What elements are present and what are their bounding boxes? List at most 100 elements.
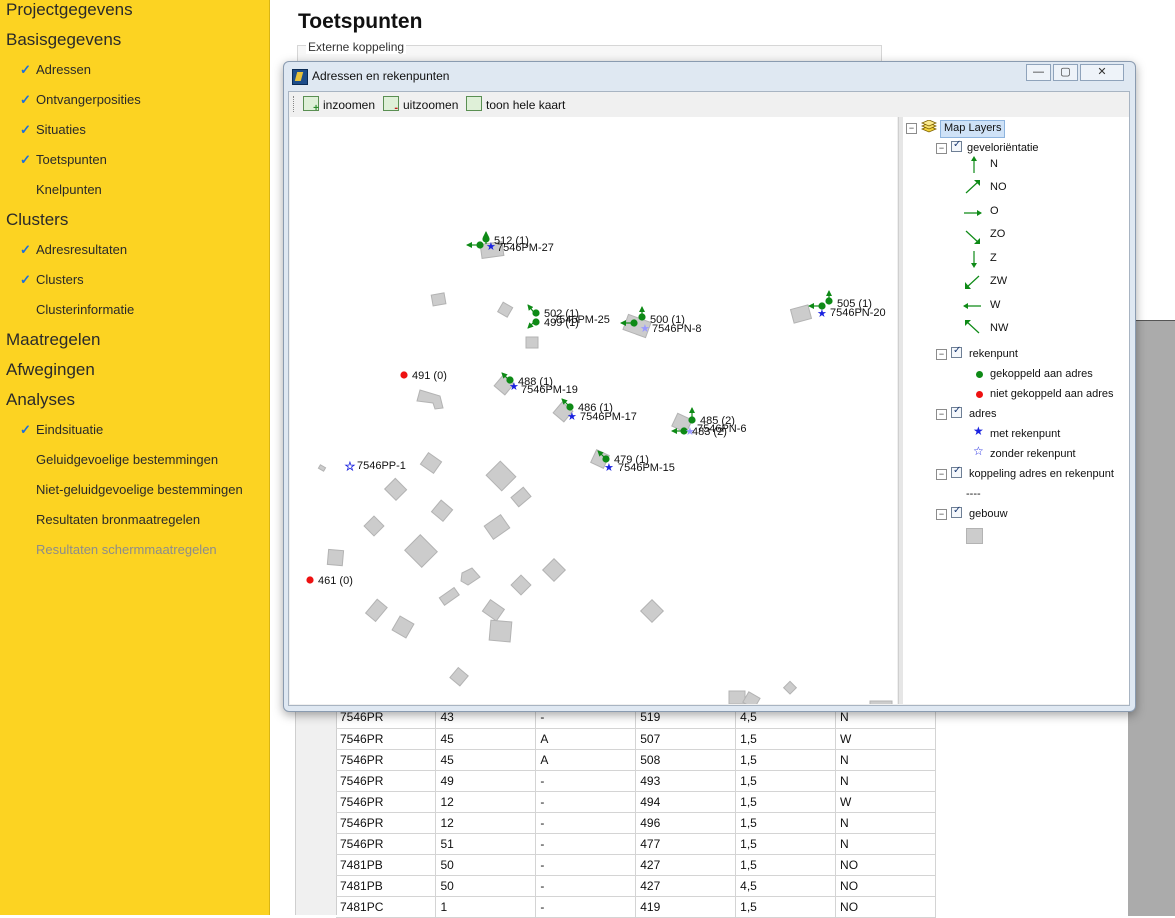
minimize-button[interactable]: — [1026,64,1051,81]
link-layer-checkbox[interactable] [951,465,962,478]
sidebar-item[interactable]: ✓ Adressen [20,62,91,77]
dialog-titlebar[interactable]: Adressen en rekenpunten — ▢ ✕ [284,62,1135,90]
calc-point[interactable] [482,235,490,243]
checkmark-icon: ✓ [20,92,31,107]
address-star-icon[interactable]: ★ [604,462,614,474]
calcpoint-layer-label: rekenpunt [969,348,1018,360]
map-canvas[interactable]: ★ ★ ★ ★ ★ ★ ★ ★ 512 (1) 7546PM-27 502 (1… [290,117,897,704]
sidebar-item[interactable]: Niet-geluidgevoelige bestemmingen [36,482,243,497]
zoom-out-label: uitzoomen [403,98,459,112]
building-layer-checkbox[interactable] [951,505,962,518]
results-table-area: 7546PR 43-519 4,5 N 7546PR 45 A 507 1,5 W 7546PR 45… [295,706,936,918]
address-star-icon[interactable]: ★ [640,323,650,335]
address-star-icon[interactable]: ★ [685,426,695,438]
table-row[interactable]: 7481PB 50-427 1,5 NO [336,854,936,876]
calc-point[interactable] [630,319,638,327]
calc-point-unlinked[interactable] [400,371,408,379]
splitter[interactable] [898,117,904,704]
sidebar-item-label: Geluidgevoelige bestemmingen [36,452,219,467]
address-layer-checkbox[interactable] [951,405,962,418]
zoom-out-button[interactable]: uitzoomen [383,96,459,114]
sidebar-item[interactable]: ✓ Ontvangerposities [20,92,141,107]
table-row[interactable]: 7481PC 1-419 1,5 NO [336,896,936,918]
sidebar-item[interactable]: ✓ Clusters [20,272,84,287]
table-cell: W [835,791,936,813]
table-row[interactable]: 7546PR 12-494 1,5 W [336,791,936,813]
collapse-calcpoint-icon[interactable]: − [936,349,947,360]
sidebar-item[interactable]: Resultaten bronmaatregelen [36,512,200,527]
building [430,499,454,522]
calc-point[interactable] [688,416,696,424]
sidebar-item[interactable]: ✓ Eindsituatie [20,422,103,437]
sidebar-item[interactable]: Clusterinformatie [36,302,134,317]
calc-point[interactable] [566,403,574,411]
building [364,598,388,623]
calc-point[interactable] [818,302,826,310]
table-cell: N [835,770,936,792]
sidebar-section[interactable]: Basisgegevens [6,30,121,50]
sidebar-item-label: Analyses [6,390,75,409]
collapse-address-icon[interactable]: − [936,409,947,420]
collapse-orientation-icon[interactable]: − [936,143,947,154]
table-cell: 1,5 [735,728,837,750]
table-cell: 1,5 [735,854,837,876]
sidebar-section[interactable]: Projectgegevens [6,0,133,20]
table-cell: - [535,812,637,834]
table-row[interactable]: 7546PR 51-477 1,5 N [336,833,936,855]
table-row[interactable]: 7481PB 50-427 4,5 NO [336,875,936,897]
sidebar-item[interactable]: ✓ Situaties [20,122,86,137]
calc-point[interactable] [506,376,514,384]
calc-point[interactable] [476,241,484,249]
building [496,301,514,318]
navigation-sidebar: Projectgegevens Basisgegevens ✓ Adressen ✓ On… [0,0,270,915]
maximize-button[interactable]: ▢ [1053,64,1078,81]
table-row[interactable]: 7546PR 43-519 4,5 N [336,707,936,729]
collapse-building-icon[interactable]: − [936,509,947,520]
address-star-empty-icon[interactable]: ★ [345,461,356,474]
collapse-link-icon[interactable]: − [936,469,947,480]
address-star-icon[interactable]: ★ [509,381,519,393]
sidebar-item-label: Afwegingen [6,360,95,379]
table-cell: 519 [635,707,737,729]
sidebar-item[interactable]: ✓ Toetspunten [20,152,107,167]
sidebar-section[interactable]: Afwegingen [6,360,95,380]
table-row[interactable]: 7546PR 45 A 507 1,5 W [336,728,936,750]
zoom-in-button[interactable]: inzoomen [303,96,375,114]
table-cell: 45 [435,728,537,750]
address-star-icon[interactable]: ★ [486,241,496,253]
building [789,304,813,324]
calc-point[interactable] [532,309,540,317]
show-full-map-button[interactable]: toon hele kaart [466,96,565,112]
table-row[interactable]: 7546PR 45 A 508 1,5 N [336,749,936,771]
sidebar-item[interactable]: ✓ Adresresultaten [20,242,127,257]
address-star-icon[interactable]: ★ [567,411,577,423]
collapse-root-icon[interactable]: − [906,123,917,134]
sidebar-item[interactable]: Geluidgevoelige bestemmingen [36,452,218,467]
calc-point[interactable] [602,455,610,463]
toolbar-grip[interactable] [293,96,296,112]
sidebar-item[interactable]: Knelpunten [36,182,102,197]
calc-point[interactable] [825,297,833,305]
table-cell: 427 [635,854,737,876]
table-row[interactable]: 7546PR 49-493 1,5 N [336,770,936,792]
close-button[interactable]: ✕ [1080,64,1124,81]
table-cell: 51 [435,833,537,855]
address-star-icon[interactable]: ★ [817,308,827,320]
orientation-layer-label: geveloriëntatie [967,142,1039,154]
map-layers-root[interactable]: Map Layers [940,120,1006,138]
calc-point[interactable] [680,427,688,435]
sidebar-section[interactable]: Clusters [6,210,68,230]
address-layer-label: adres [969,408,997,420]
sidebar-section[interactable]: Analyses [6,390,75,410]
calc-point[interactable] [638,313,646,321]
table-row[interactable]: 7546PR 12-496 1,5 N [336,812,936,834]
calc-point-unlinked[interactable] [306,576,314,584]
star-outline-icon: ☆ [973,444,984,458]
calc-point[interactable] [532,318,540,326]
sidebar-section[interactable]: Maatregelen [6,330,101,350]
orientation-layer-checkbox[interactable] [951,139,962,152]
sidebar-item[interactable]: Resultaten schermmaatregelen [36,542,217,557]
table-cell: - [535,833,637,855]
calcpoint-layer-checkbox[interactable] [951,345,962,358]
table-cell: 12 [435,791,537,813]
